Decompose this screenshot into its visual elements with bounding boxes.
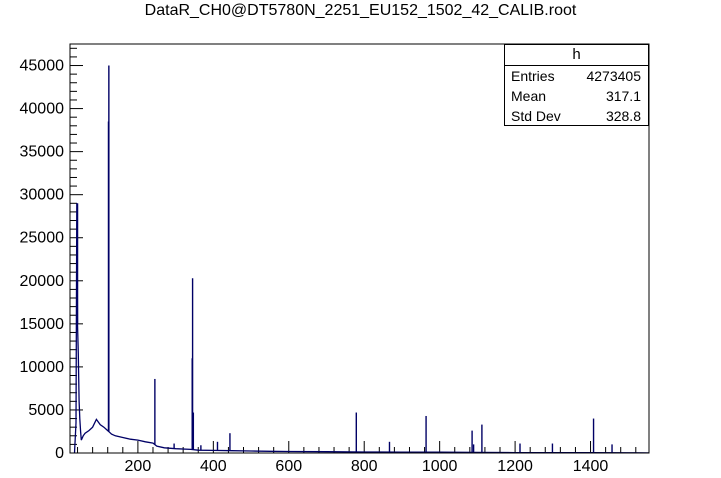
stats-value: 317.1 xyxy=(605,88,641,104)
y-tick-label: 40000 xyxy=(20,101,65,118)
stats-value: 328.8 xyxy=(605,108,641,124)
y-tick-label: 5000 xyxy=(28,402,64,419)
y-tick-label: 15000 xyxy=(20,316,65,333)
stats-histogram-name: h xyxy=(505,45,648,66)
spectrum-continuum xyxy=(73,203,650,454)
x-axis: 200 400 600 800 1000 1200 1400 xyxy=(77,441,637,475)
stats-row-entries: Entries 4273405 xyxy=(505,66,648,86)
x-tick-label: 1400 xyxy=(573,458,609,475)
x-tick-label: 600 xyxy=(275,458,302,475)
y-tick-label: 20000 xyxy=(20,273,65,290)
x-tick-label: 200 xyxy=(125,458,152,475)
stats-label: Std Dev xyxy=(511,108,561,124)
y-tick-label: 35000 xyxy=(20,144,65,161)
stats-label: Mean xyxy=(511,88,547,104)
stats-box: h Entries 4273405 Mean 317.1 Std Dev 328… xyxy=(504,44,649,126)
histogram-series xyxy=(73,65,650,454)
x-tick-label: 800 xyxy=(351,458,378,475)
y-tick-label: 30000 xyxy=(20,187,65,204)
y-tick-label: 10000 xyxy=(20,359,65,376)
y-tick-label: 25000 xyxy=(20,230,65,247)
plot-frame xyxy=(69,43,650,454)
y-axis: 0 5000 10000 15000 20000 25000 30000 35000 40000… xyxy=(20,47,83,462)
chart-title: DataR_CH0@DT5780N_2251_EU152_1502_42_CAL… xyxy=(144,2,577,19)
y-tick-label: 0 xyxy=(55,445,64,462)
stats-label: Entries xyxy=(511,68,555,84)
stats-value: 4273405 xyxy=(586,68,641,84)
x-tick-label: 400 xyxy=(200,458,227,475)
x-tick-label: 1000 xyxy=(422,458,458,475)
x-tick-label: 1200 xyxy=(497,458,533,475)
stats-row-stddev: Std Dev 328.8 xyxy=(505,106,648,126)
stats-row-mean: Mean 317.1 xyxy=(505,86,648,106)
y-tick-label: 45000 xyxy=(20,58,65,75)
